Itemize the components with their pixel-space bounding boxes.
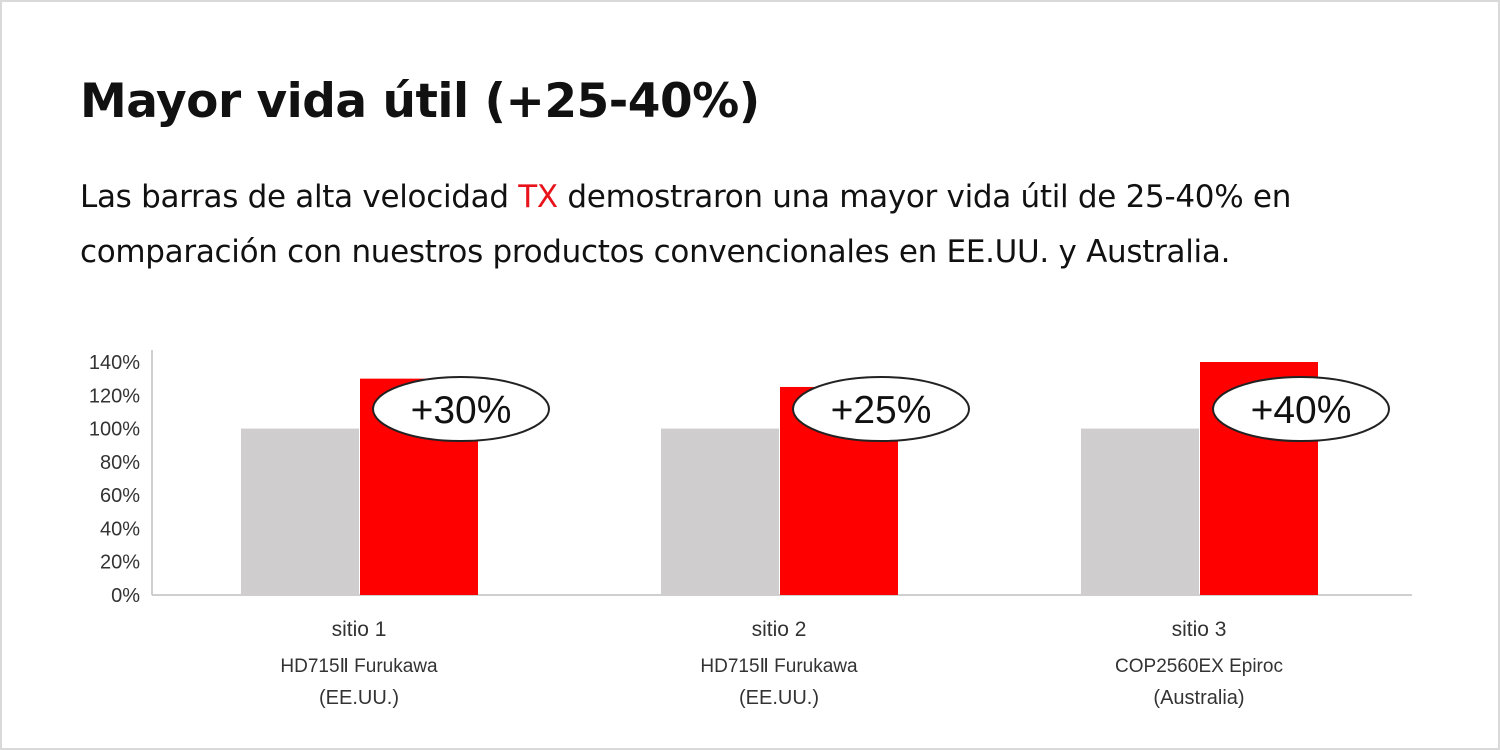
increase-callout xyxy=(1212,376,1390,442)
y-tick-label: 120% xyxy=(89,385,140,407)
category-model-label: COP2560EX Epiroc xyxy=(1115,656,1283,677)
category-label: sitio 2 xyxy=(752,618,807,641)
increase-label: +30% xyxy=(411,389,512,432)
y-tick-label: 80% xyxy=(100,452,140,474)
bar-conventional xyxy=(661,428,779,595)
increase-label: +25% xyxy=(831,389,932,432)
y-tick-label: 100% xyxy=(89,419,140,441)
increase-label: +40% xyxy=(1251,389,1352,432)
subtitle-text-end: demostraron una mayor vida útil de 25-40… xyxy=(80,179,1292,270)
y-tick-label: 20% xyxy=(100,552,140,574)
y-tick-label: 0% xyxy=(111,585,140,607)
page-subtitle: Las barras de alta velocidad TX demostra… xyxy=(80,170,1440,280)
bar-conventional xyxy=(1081,428,1199,595)
category-model-label: HD715Ⅱ Furukawa xyxy=(280,656,438,677)
subtitle-text-start: Las barras de alta velocidad xyxy=(80,179,519,215)
category-label: sitio 3 xyxy=(1172,618,1227,641)
y-tick-label: 60% xyxy=(100,485,140,507)
bar-chart: 0% 20% 40% 60% 80% 100% 120% 140% +30% sitio 1 HD7… xyxy=(89,350,1412,709)
subtitle-highlight: TX xyxy=(518,179,558,215)
category-country-label: (Australia) xyxy=(1153,687,1244,709)
category-country-label: (EE.UU.) xyxy=(739,687,819,709)
y-tick-label: 140% xyxy=(89,352,140,374)
bar-conventional xyxy=(241,428,359,595)
increase-callout xyxy=(372,376,550,442)
category-country-label: (EE.UU.) xyxy=(319,687,399,709)
page-title: Mayor vida útil (+25-40%) xyxy=(80,74,760,129)
y-tick-label: 40% xyxy=(100,518,140,540)
category-model-label: HD715Ⅱ Furukawa xyxy=(700,656,858,677)
category-label: sitio 1 xyxy=(332,618,387,641)
increase-callout xyxy=(792,376,970,442)
